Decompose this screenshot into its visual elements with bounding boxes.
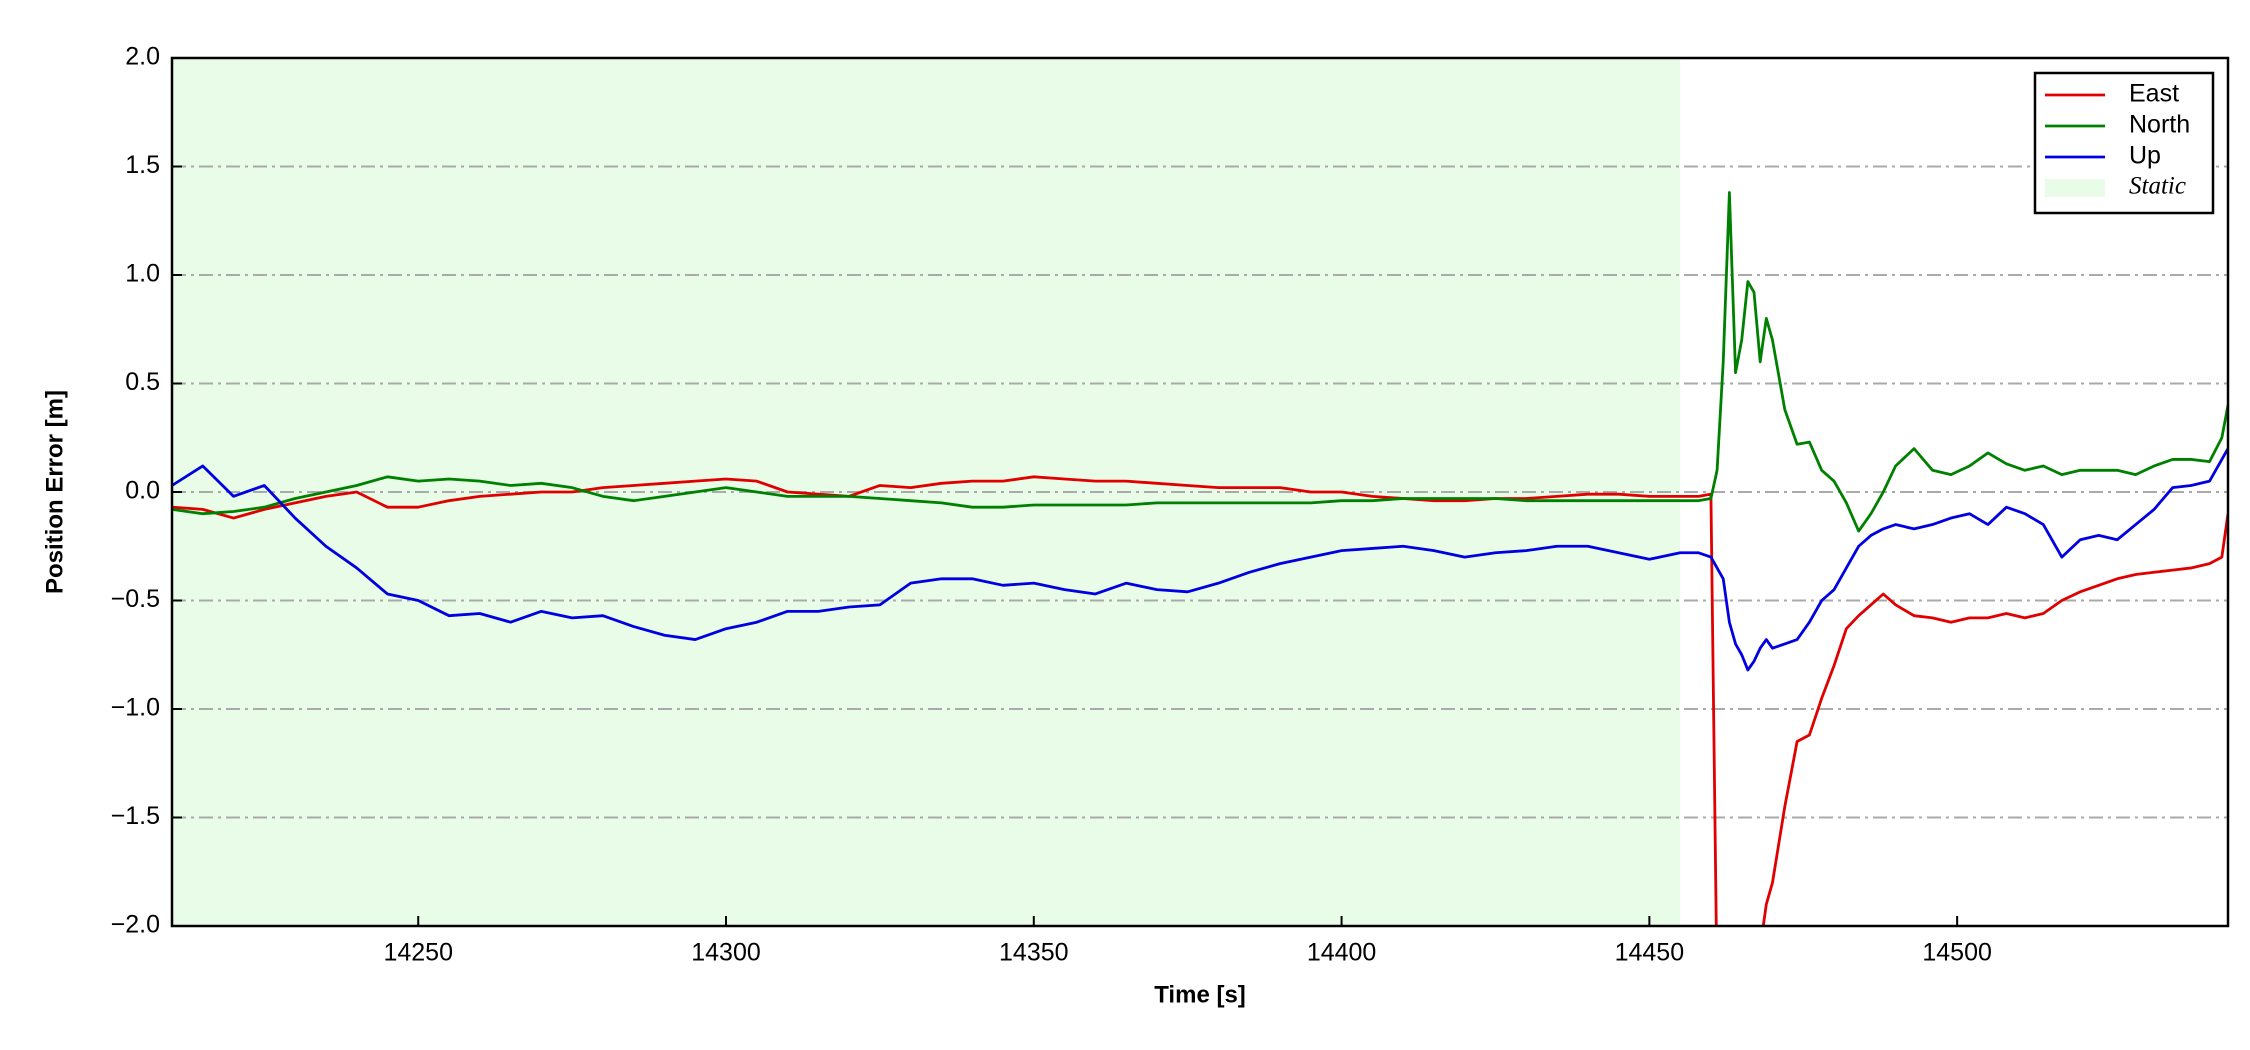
legend: East North Up Static <box>2033 71 2215 215</box>
x-tick-label: 14300 <box>691 939 761 967</box>
legend-label: Static <box>2129 173 2186 200</box>
y-tick-label: 1.5 <box>125 151 160 179</box>
x-tick-label: 14450 <box>1615 939 1685 967</box>
legend-label: East <box>2129 80 2179 108</box>
series-line <box>172 475 2228 926</box>
legend-label: Up <box>2129 142 2161 170</box>
legend-swatch <box>2045 179 2105 197</box>
y-tick-label: 2.0 <box>125 43 160 71</box>
y-tick-label: 1.0 <box>125 260 160 288</box>
x-tick-label: 14500 <box>1922 939 1992 967</box>
x-tick-label: 14250 <box>383 939 453 967</box>
y-tick-label: 0.5 <box>125 368 160 396</box>
y-tick-label: 0.0 <box>125 477 160 505</box>
legend-label: North <box>2129 111 2190 139</box>
y-tick-label: −0.5 <box>111 585 160 613</box>
x-axis-label: Time [s] <box>1154 981 1246 1008</box>
series-line <box>172 447 2228 672</box>
plot-area <box>172 58 2228 926</box>
x-tick-label: 14350 <box>999 939 1069 967</box>
y-tick-label: −1.0 <box>111 694 160 722</box>
series-line <box>172 191 2228 533</box>
y-axis-label: Position Error [m] <box>41 390 68 594</box>
x-tick-label: 14400 <box>1307 939 1377 967</box>
y-tick-label: −2.0 <box>111 911 160 939</box>
y-tick-label: −1.5 <box>111 802 160 830</box>
